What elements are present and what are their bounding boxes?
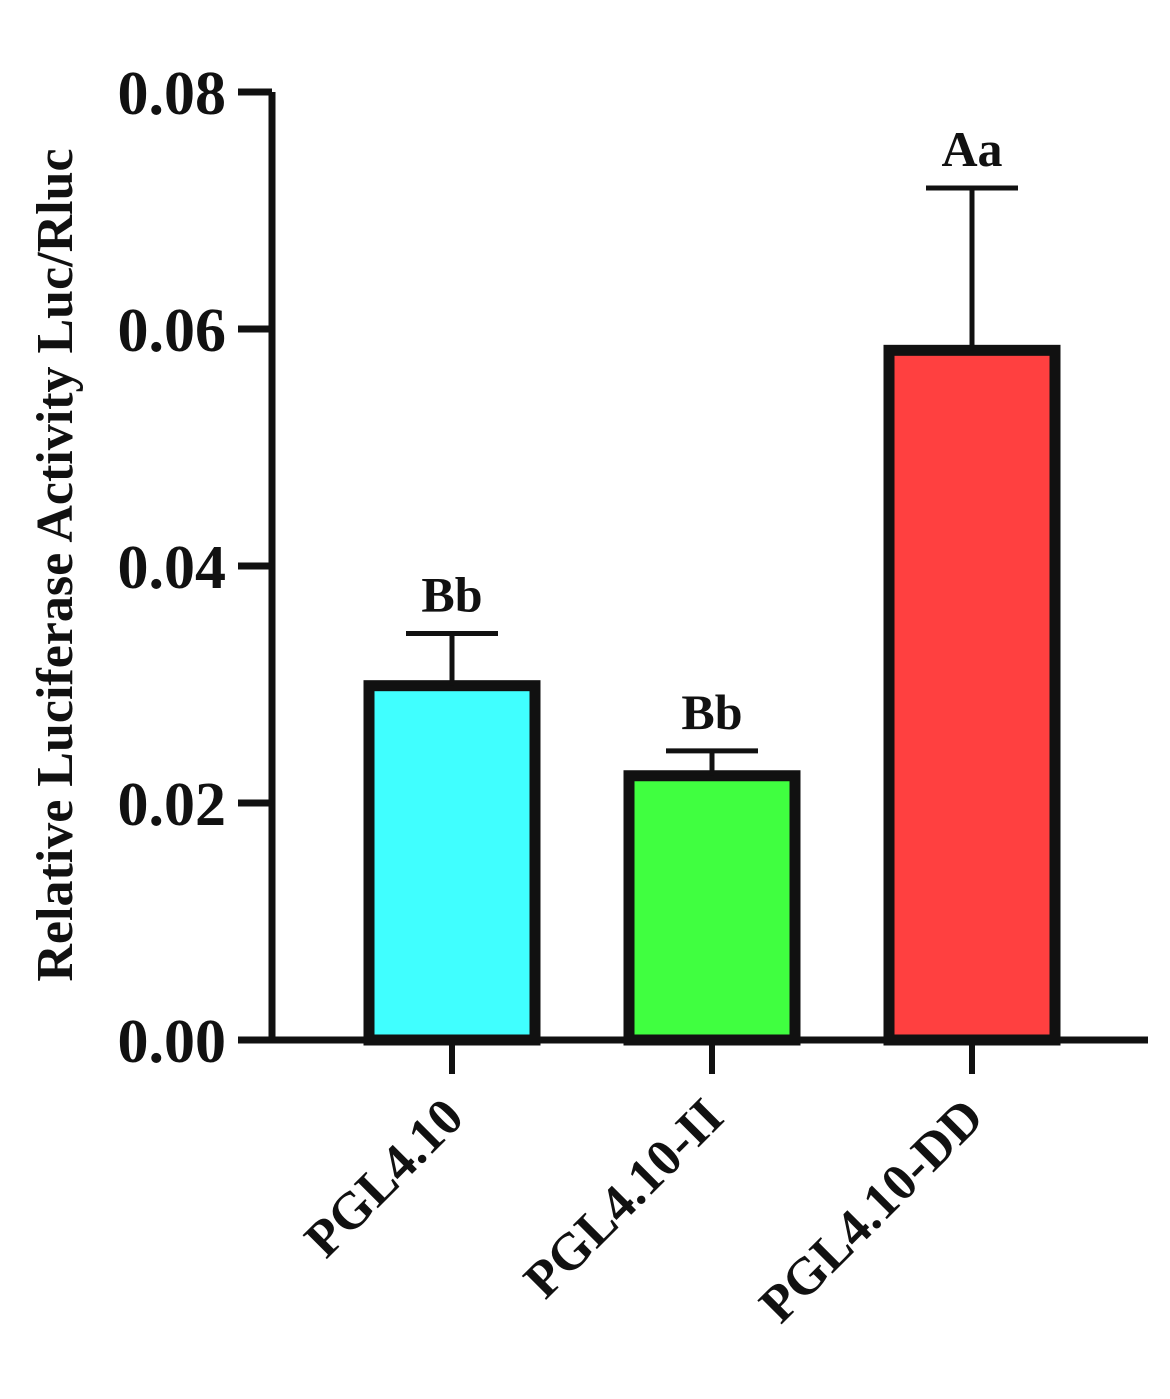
y-tick-label-1: 0.02 (118, 771, 227, 839)
y-tick-label-2: 0.04 (118, 534, 227, 602)
y-axis-title: Relative Luciferase Activity Luc/Rluc (27, 148, 84, 981)
significance-label-0: Bb (421, 567, 482, 623)
y-ticks-layer: 0.00 0.02 0.04 0.06 0.08 (118, 60, 272, 1076)
y-tick-label-0: 0.00 (118, 1008, 227, 1076)
y-tick-label-4: 0.08 (118, 60, 227, 128)
y-tick-label-3: 0.06 (118, 297, 227, 365)
x-tick-label-0: PGL4.10 (294, 1088, 474, 1268)
significance-label-1: Bb (681, 684, 742, 740)
bar-2 (883, 344, 1061, 1046)
x-ticks-layer: PGL4.10 PGL4.10-II PGL4.10-DD (294, 1040, 994, 1334)
x-tick-label-2: PGL4.10-DD (749, 1088, 995, 1334)
bar-0 (363, 680, 541, 1046)
bar-1 (623, 770, 801, 1046)
significance-label-2: Aa (941, 121, 1002, 177)
x-tick-label-1: PGL4.10-II (513, 1088, 734, 1309)
significance-labels-layer: Bb Bb Aa (421, 121, 1002, 740)
error-bars-layer (406, 185, 1018, 776)
